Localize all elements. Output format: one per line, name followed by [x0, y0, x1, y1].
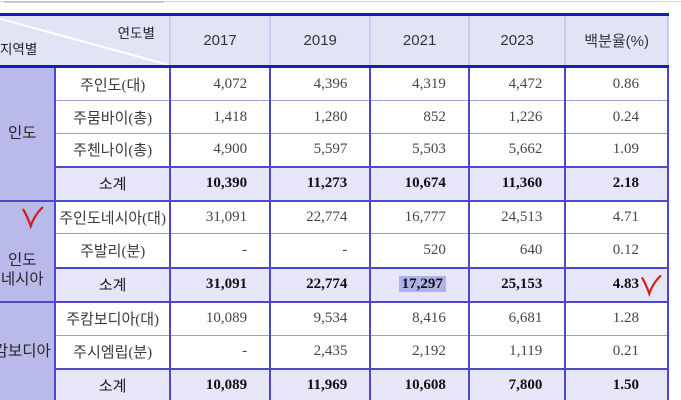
diagonal-line	[0, 16, 169, 65]
subtotal-value-highlighted: 17,297	[369, 266, 470, 303]
header-year-axis-label: 연도별	[117, 26, 155, 41]
subtotal-label: 소계	[54, 266, 171, 303]
red-checkmark-icon	[641, 274, 662, 297]
subtotal-value: 22,774	[269, 266, 372, 303]
region-cell-cambodia: 캄보디아	[0, 301, 57, 400]
value-cell: 4,072	[168, 66, 272, 101]
table-row: 캄보디아 주캄보디아(대) 10,089 9,534 8,416 6,681 1…	[0, 301, 669, 400]
subtotal-label: 소계	[54, 165, 171, 202]
consulate-label: 주캄보디아(대)	[54, 301, 171, 336]
percent-cell: 0.86	[564, 66, 669, 101]
table-row: 인도 주인도(대) 4,072 4,396 4,319 4,472 0.86	[0, 66, 669, 202]
value-cell: 4,472	[467, 66, 567, 101]
crop-artifact-line	[0, 1, 681, 2]
consulate-label: 주첸나이(총)	[54, 133, 171, 167]
subtotal-row: 소계 31,091 22,774 17,297 25,153 4.83	[0, 266, 669, 303]
subtotal-value: 7,800	[467, 367, 567, 400]
header-region-axis-label: 지역별	[0, 42, 38, 57]
value-cell: 6,681	[467, 301, 567, 336]
value-cell: 1,119	[467, 335, 567, 369]
subtotal-label: 소계	[54, 367, 171, 400]
table-row: 주뭄바이(총) 1,418 1,280 852 1,226 0.24	[0, 100, 669, 134]
subtotal-value: 25,153	[467, 266, 567, 303]
value-cell: 640	[467, 233, 567, 268]
consulate-label: 주인도네시아(대)	[54, 200, 171, 234]
value-cell: 4,319	[369, 66, 470, 101]
subtotal-row: 소계 10,390 11,273 10,674 11,360 2.18	[0, 165, 669, 202]
percent-cell: 0.21	[564, 335, 669, 369]
value-cell: 5,503	[369, 133, 470, 167]
subtotal-value: 10,674	[369, 165, 470, 202]
value-cell: 2,192	[369, 335, 470, 369]
crop-artifact-mark	[4, 1, 164, 3]
value-cell: -	[269, 233, 372, 268]
table-row: 주발리(분) - - 520 640 0.12	[0, 233, 669, 268]
red-checkmark-icon	[22, 206, 44, 230]
subtotal-row: 소계 10,089 11,969 10,608 7,800 1.50	[0, 367, 669, 400]
consulate-label: 주인도(대)	[54, 66, 171, 101]
column-header-2021: 2021	[369, 13, 470, 68]
column-header-2017: 2017	[168, 13, 272, 68]
percent-cell: 1.09	[564, 133, 669, 167]
table-row: 인도 네시아 주인도네시아(대) 31,091 22,774 16,777 24…	[0, 200, 669, 303]
value-cell: 852	[369, 100, 470, 134]
value-cell: 4,396	[269, 66, 372, 101]
value-cell: 16,777	[369, 200, 470, 234]
section-cambodia: 캄보디아 주캄보디아(대) 10,089 9,534 8,416 6,681 1…	[0, 301, 669, 400]
subtotal-value: 10,390	[168, 165, 272, 202]
region-cell-indonesia: 인도 네시아	[0, 200, 57, 303]
table-row: 주첸나이(총) 4,900 5,597 5,503 5,662 1.09	[0, 133, 669, 167]
value-cell: -	[168, 233, 272, 268]
statistics-table: 연도별 지역별 2017 2019 2021 2023 백분율(%) 인도 주인…	[0, 13, 669, 400]
value-cell: 5,662	[467, 133, 567, 167]
value-cell: 31,091	[168, 200, 272, 234]
subtotal-value: 10,089	[168, 367, 272, 400]
value-cell: 1,280	[269, 100, 372, 134]
value-cell: 10,089	[168, 301, 272, 336]
value-cell: 1,226	[467, 100, 567, 134]
subtotal-value: 11,360	[467, 165, 567, 202]
subtotal-value: 11,273	[269, 165, 372, 202]
value-cell: 5,597	[269, 133, 372, 167]
value-cell: 4,900	[168, 133, 272, 167]
value-cell: -	[168, 335, 272, 369]
header-row: 연도별 지역별 2017 2019 2021 2023 백분율(%)	[0, 13, 669, 68]
section-indonesia: 인도 네시아 주인도네시아(대) 31,091 22,774 16,777 24…	[0, 200, 669, 303]
consulate-label: 주뭄바이(총)	[54, 100, 171, 134]
consulate-label: 주발리(분)	[54, 233, 171, 268]
percent-cell: 1.28	[564, 301, 669, 336]
consulate-label: 주시엠립(분)	[54, 335, 171, 369]
column-header-percent: 백분율(%)	[564, 13, 669, 68]
region-cell-india: 인도	[0, 66, 57, 202]
column-header-2023: 2023	[467, 13, 567, 68]
percent-cell: 4.71	[564, 200, 669, 234]
value-cell: 24,513	[467, 200, 567, 234]
section-india: 인도 주인도(대) 4,072 4,396 4,319 4,472 0.86 주…	[0, 66, 669, 202]
value-cell: 9,534	[269, 301, 372, 336]
subtotal-value: 10,608	[369, 367, 470, 400]
percent-cell: 0.24	[564, 100, 669, 134]
subtotal-percent-value: 4.83	[612, 276, 639, 292]
subtotal-percent: 2.18	[564, 165, 669, 202]
subtotal-percent: 4.83	[564, 266, 669, 303]
value-cell: 520	[369, 233, 470, 268]
percent-cell: 0.12	[564, 233, 669, 268]
subtotal-value: 31,091	[168, 266, 272, 303]
diagonal-header-cell: 연도별 지역별	[0, 13, 171, 68]
value-cell: 1,418	[168, 100, 272, 134]
highlighted-value: 17,297	[398, 276, 446, 292]
column-header-2019: 2019	[269, 13, 372, 68]
value-cell: 22,774	[269, 200, 372, 234]
table-row: 주시엠립(분) - 2,435 2,192 1,119 0.21	[0, 335, 669, 369]
subtotal-value: 11,969	[269, 367, 372, 400]
value-cell: 2,435	[269, 335, 372, 369]
subtotal-percent: 1.50	[564, 367, 669, 400]
value-cell: 8,416	[369, 301, 470, 336]
region-label: 인도 네시아	[0, 252, 44, 289]
